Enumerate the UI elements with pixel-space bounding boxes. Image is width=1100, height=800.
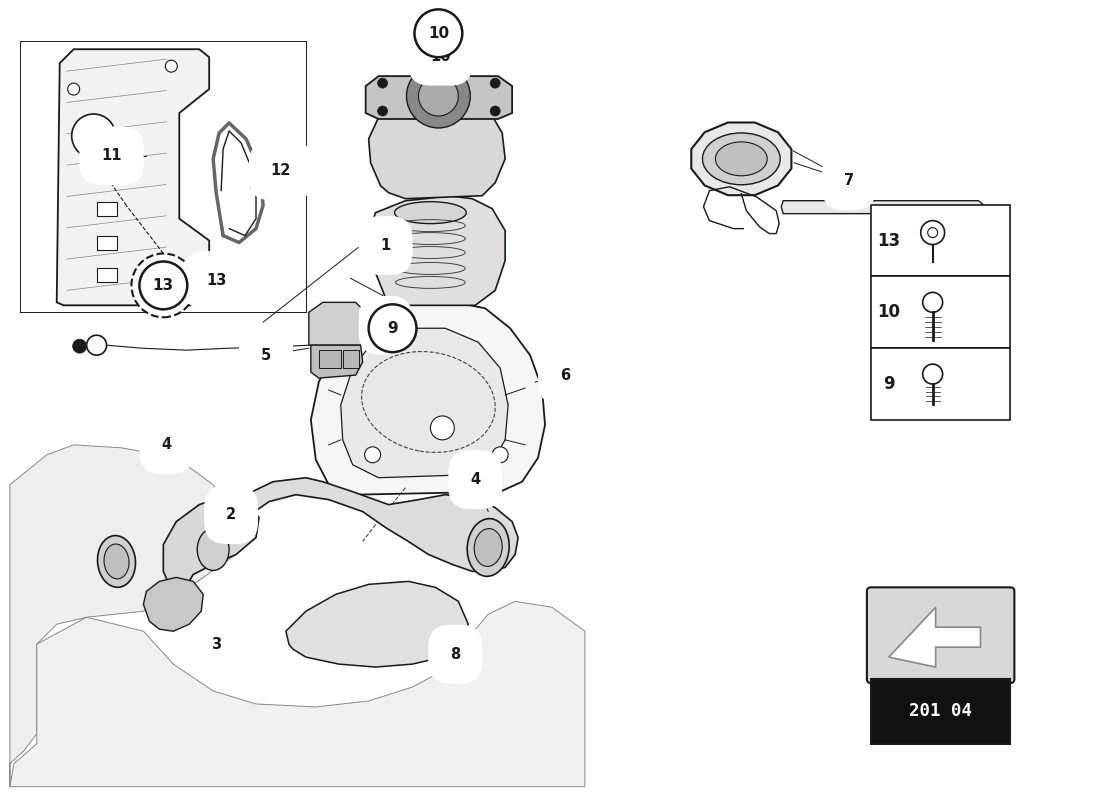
Polygon shape (286, 582, 469, 667)
Text: 201 04: 201 04 (909, 702, 972, 721)
Ellipse shape (98, 535, 135, 587)
Circle shape (87, 335, 107, 355)
Text: 13: 13 (878, 231, 901, 250)
Circle shape (68, 83, 79, 95)
Ellipse shape (715, 142, 767, 176)
Bar (97, 235, 117, 250)
Text: 2: 2 (226, 507, 236, 522)
Polygon shape (163, 494, 258, 594)
Circle shape (415, 10, 462, 57)
Text: 1: 1 (381, 238, 390, 253)
Bar (871, 205, 1011, 277)
Polygon shape (311, 345, 363, 378)
Circle shape (132, 254, 195, 318)
Circle shape (174, 295, 185, 307)
Text: 10: 10 (430, 49, 451, 64)
Circle shape (491, 106, 501, 116)
Circle shape (377, 106, 387, 116)
Polygon shape (229, 478, 518, 571)
Ellipse shape (703, 133, 780, 185)
Bar (871, 277, 1011, 348)
Circle shape (73, 339, 87, 353)
Text: 5: 5 (261, 348, 271, 362)
Circle shape (407, 64, 471, 128)
Polygon shape (889, 607, 980, 667)
Text: 8: 8 (450, 646, 461, 662)
Polygon shape (781, 201, 986, 214)
Ellipse shape (395, 202, 466, 224)
Polygon shape (10, 445, 236, 786)
Ellipse shape (474, 529, 503, 566)
Polygon shape (143, 578, 204, 631)
Circle shape (377, 78, 387, 88)
Bar (871, 679, 1011, 744)
Circle shape (430, 416, 454, 440)
Ellipse shape (104, 544, 129, 579)
Polygon shape (365, 76, 513, 119)
Text: 3: 3 (211, 637, 221, 652)
Bar (319, 350, 341, 368)
Circle shape (140, 262, 187, 310)
Bar (343, 350, 359, 368)
Text: 11: 11 (101, 148, 122, 163)
Polygon shape (57, 50, 209, 306)
Ellipse shape (468, 518, 509, 576)
FancyBboxPatch shape (867, 587, 1014, 683)
Text: 7: 7 (844, 174, 854, 188)
Circle shape (165, 60, 177, 72)
Text: 9: 9 (387, 321, 398, 336)
Text: 4: 4 (470, 472, 481, 487)
Text: 6: 6 (560, 367, 570, 382)
Text: 9: 9 (883, 375, 894, 393)
Circle shape (491, 78, 501, 88)
Text: 10: 10 (428, 26, 449, 41)
Polygon shape (309, 302, 368, 345)
Circle shape (492, 447, 508, 462)
Bar (871, 348, 1011, 420)
Circle shape (364, 447, 381, 462)
Text: 12: 12 (271, 163, 292, 178)
Circle shape (424, 44, 453, 74)
Text: 13: 13 (153, 278, 174, 293)
Text: 10: 10 (878, 303, 900, 322)
Text: 9: 9 (381, 318, 390, 333)
Polygon shape (368, 196, 505, 306)
Polygon shape (311, 302, 544, 494)
Circle shape (72, 114, 116, 158)
Bar (97, 269, 117, 282)
Polygon shape (341, 328, 508, 478)
Polygon shape (691, 122, 791, 195)
Text: 13: 13 (206, 273, 227, 288)
Polygon shape (10, 602, 585, 786)
Polygon shape (368, 89, 505, 198)
Bar (97, 202, 117, 216)
Ellipse shape (197, 529, 229, 570)
Circle shape (418, 76, 459, 116)
Text: 4: 4 (162, 438, 172, 452)
Circle shape (368, 304, 417, 352)
